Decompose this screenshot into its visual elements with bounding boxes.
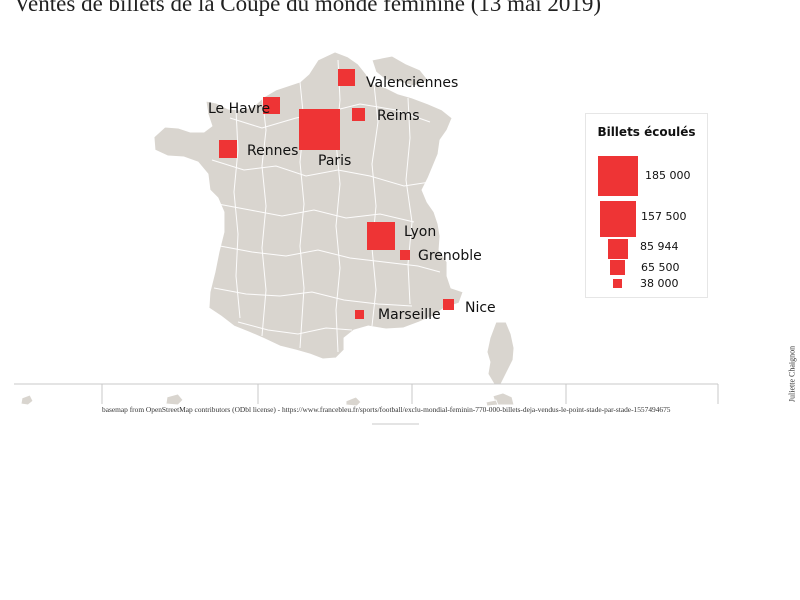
city-marker-lyon: [367, 222, 395, 250]
city-label-le-havre: Le Havre: [208, 101, 270, 117]
legend-label-85944: 85 944: [640, 240, 679, 253]
corsica: [486, 321, 515, 385]
city-marker-grenoble: [400, 250, 410, 260]
city-label-reims: Reims: [377, 108, 420, 124]
legend-label-157500: 157 500: [641, 210, 687, 223]
city-label-rennes: Rennes: [247, 143, 298, 159]
islet-south: [345, 396, 362, 407]
source-credit: basemap from OpenStreetMap contributors …: [102, 405, 671, 414]
city-marker-le-havre: [263, 97, 280, 114]
legend-label-185000: 185 000: [645, 169, 691, 182]
source-frame: [14, 383, 719, 425]
city-label-nice: Nice: [465, 300, 496, 316]
city-marker-paris: [299, 109, 340, 150]
city-label-grenoble: Grenoble: [418, 248, 482, 264]
city-label-lyon: Lyon: [404, 224, 436, 240]
city-marker-valenciennes: [338, 69, 355, 86]
mainland-france: [153, 51, 464, 360]
legend-square-185000: [598, 156, 638, 196]
islet-mid: [165, 393, 184, 406]
city-marker-marseille: [355, 310, 364, 319]
legend-square-157500: [600, 201, 636, 237]
legend-label-38000: 38 000: [640, 277, 679, 290]
city-label-valenciennes: Valenciennes: [366, 75, 458, 91]
belgium-edge: [371, 55, 429, 87]
map-title: Ventes de billets de la Coupe du monde f…: [14, 0, 602, 16]
legend-title: Billets écoulés: [597, 125, 696, 139]
city-marker-nice: [443, 299, 454, 310]
city-label-paris: Paris: [318, 153, 351, 169]
legend-square-38000: [613, 279, 622, 288]
city-label-marseille: Marseille: [378, 307, 441, 323]
city-marker-reims: [352, 108, 365, 121]
basemap: [20, 51, 515, 407]
author-credit: Juliette Chaignon: [787, 345, 797, 403]
city-marker-rennes: [219, 140, 237, 158]
legend-square-65500: [610, 260, 625, 275]
legend-square-85944: [608, 239, 628, 259]
legend-label-65500: 65 500: [641, 261, 680, 274]
islet-east: [485, 399, 499, 407]
legend: Billets écoulés 185 000 157 500 85 944 6…: [585, 113, 708, 298]
islet-west: [20, 394, 34, 406]
